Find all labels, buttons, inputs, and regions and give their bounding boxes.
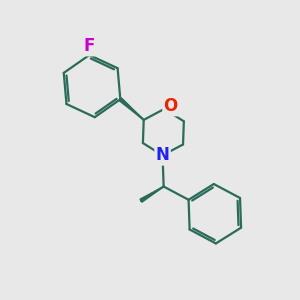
Text: F: F — [84, 37, 95, 55]
Text: O: O — [164, 97, 178, 115]
Polygon shape — [119, 98, 144, 120]
Polygon shape — [140, 187, 164, 202]
Text: N: N — [156, 146, 170, 164]
